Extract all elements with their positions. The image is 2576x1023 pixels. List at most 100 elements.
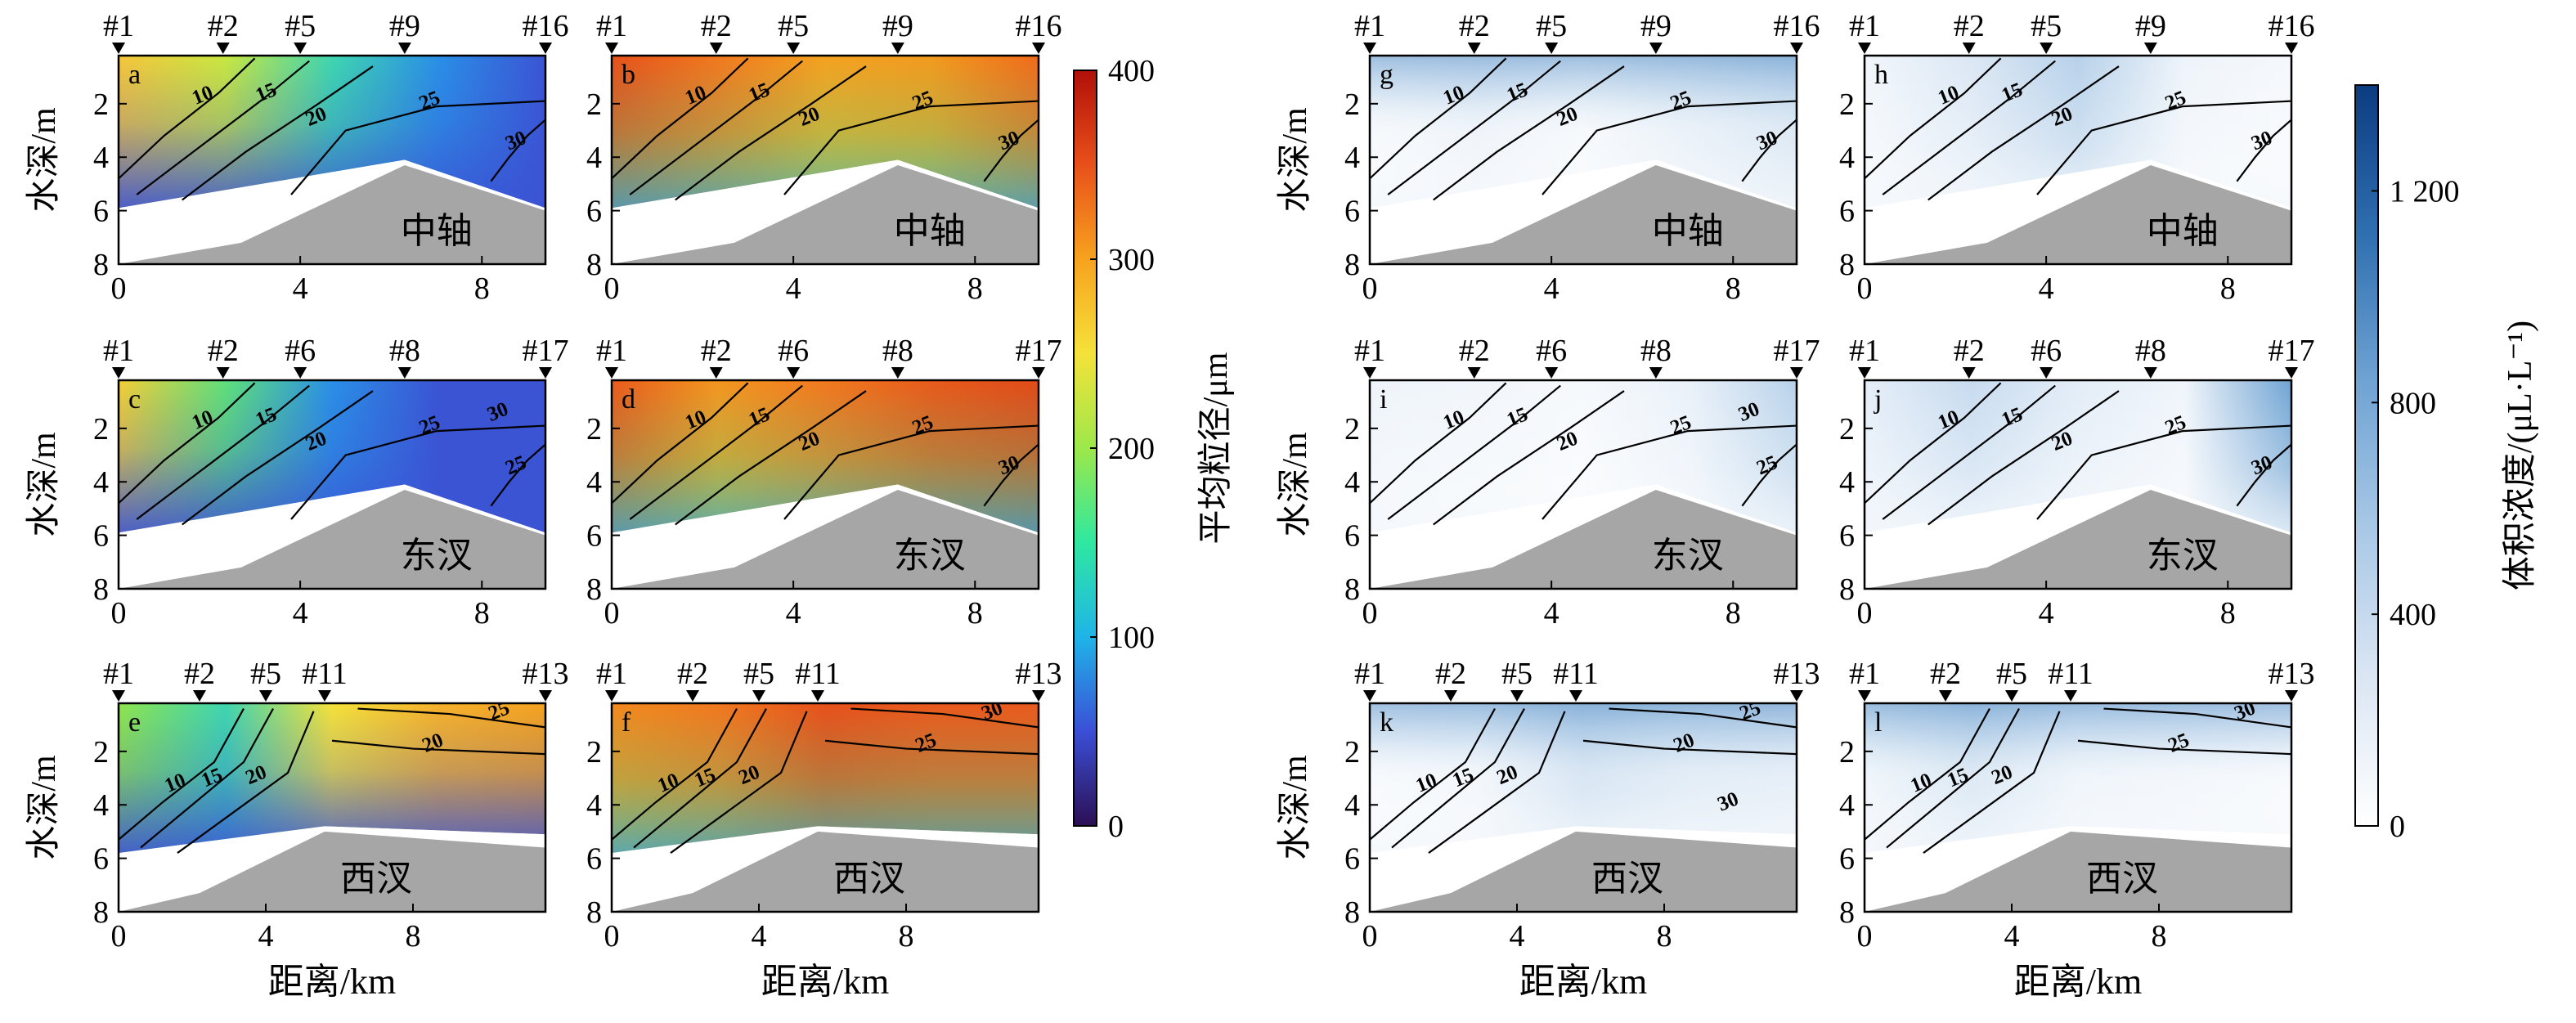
colorbar-tick-label: 1 200 <box>2390 174 2460 209</box>
station-label: #9 <box>2135 9 2166 43</box>
station-label: #11 <box>1553 657 1599 691</box>
contour-line <box>850 707 1039 729</box>
station-marker <box>2285 367 2298 379</box>
section-label: 西汊 <box>340 859 412 899</box>
x-tick-label: 0 <box>1362 271 1378 306</box>
contour-line <box>1391 708 1525 849</box>
y-tick-label: 4 <box>93 141 109 175</box>
x-tick-label: 8 <box>1726 271 1741 306</box>
contour-line <box>1387 384 1561 520</box>
contour-line <box>182 65 374 201</box>
no-data-region <box>1370 826 1797 912</box>
contour-line <box>675 390 867 526</box>
no-data-region <box>612 484 1039 589</box>
field-depth-shade <box>119 380 545 533</box>
y-tick-label: 2 <box>93 735 109 769</box>
x-tick-label: 0 <box>111 271 127 306</box>
y-axis-title: 水深/m <box>1277 755 1314 860</box>
riverbed-terrain <box>119 831 545 912</box>
x-tick-label: 4 <box>293 271 308 306</box>
y-tick-label: 2 <box>1344 735 1360 769</box>
contour-line <box>2236 443 2291 507</box>
y-axis-title: 水深/m <box>25 755 63 860</box>
x-tick-label: 8 <box>474 596 490 630</box>
y-tick-label: 2 <box>1839 412 1855 446</box>
station-marker <box>112 367 125 379</box>
station-marker <box>605 367 618 379</box>
contour-line <box>1882 60 2056 195</box>
station-label: #1 <box>1354 657 1385 691</box>
station-marker <box>318 690 331 702</box>
y-tick-label: 4 <box>586 465 602 500</box>
station-label: #11 <box>302 657 348 691</box>
contour-line <box>2236 119 2291 182</box>
x-tick-label: 4 <box>786 271 801 306</box>
x-tick-label: 4 <box>258 919 274 953</box>
x-tick-label: 8 <box>2220 596 2236 630</box>
field-depth-shade <box>1370 380 1797 533</box>
y-tick-label: 2 <box>93 412 109 446</box>
contour-line <box>1865 57 2002 180</box>
y-tick-label: 6 <box>1344 195 1360 229</box>
station-label: #5 <box>2031 9 2062 43</box>
station-label: #1 <box>1849 657 1880 691</box>
x-tick-label: 8 <box>406 919 421 953</box>
station-label: #1 <box>596 657 627 691</box>
panel-frame <box>1863 702 2293 913</box>
x-tick-label: 0 <box>1362 596 1378 630</box>
colorbar-label: 平均粒径/μm <box>1197 352 1235 544</box>
contour-line <box>1865 382 2002 505</box>
panel-frame <box>610 379 1040 590</box>
riverbed-terrain <box>1865 165 2291 264</box>
station-marker <box>1962 367 1976 379</box>
station-label: #11 <box>2048 657 2094 691</box>
panel-letter: d <box>622 384 635 415</box>
panel-frame <box>117 54 547 266</box>
station-marker <box>1363 690 1376 702</box>
station-marker <box>709 43 723 54</box>
y-tick-label: 2 <box>1839 735 1855 769</box>
station-marker <box>1032 690 1045 702</box>
contour-line <box>136 60 310 195</box>
y-axis-title: 水深/m <box>25 107 63 213</box>
station-marker <box>1510 690 1524 702</box>
x-tick-label: 8 <box>2152 919 2167 953</box>
contour-line <box>675 65 867 201</box>
contour-line <box>2036 100 2291 195</box>
colorbar-volume-concentration: 0 400 800 1 200 体积浓度/(μL·L⁻¹) <box>2354 84 2539 844</box>
riverbed-terrain <box>1865 831 2291 912</box>
section-label: 东汊 <box>2147 536 2219 576</box>
colorbar-tick-label: 200 <box>1108 432 1155 466</box>
y-tick-label: 4 <box>93 465 109 500</box>
station-label: #5 <box>1536 9 1567 43</box>
station-label: #5 <box>285 9 316 43</box>
contour-line <box>2103 707 2291 729</box>
y-tick-label: 8 <box>93 248 109 282</box>
contour-line <box>1542 424 1797 520</box>
y-tick-label: 4 <box>586 141 602 175</box>
station-label: #2 <box>1459 334 1490 368</box>
section-label: 中轴 <box>1652 211 1724 251</box>
station-marker <box>1649 43 1663 54</box>
station-label: #2 <box>1459 9 1490 43</box>
contour-line <box>612 382 749 505</box>
contour-line <box>177 711 315 854</box>
x-tick-label: 4 <box>2039 271 2054 306</box>
contour-line <box>1370 708 1496 841</box>
station-label: #13 <box>1016 657 1062 691</box>
station-label: #1 <box>596 334 627 368</box>
contour-line <box>783 100 1039 195</box>
panel-letter: j <box>1874 384 1882 415</box>
section-label: 中轴 <box>894 211 966 251</box>
station-label: #9 <box>882 9 913 43</box>
contour-line <box>290 424 545 520</box>
contour-line <box>1923 711 2061 854</box>
panel-frame <box>117 702 547 913</box>
station-marker <box>1790 43 1803 54</box>
x-tick-label: 0 <box>1857 596 1873 630</box>
station-marker <box>397 367 411 379</box>
